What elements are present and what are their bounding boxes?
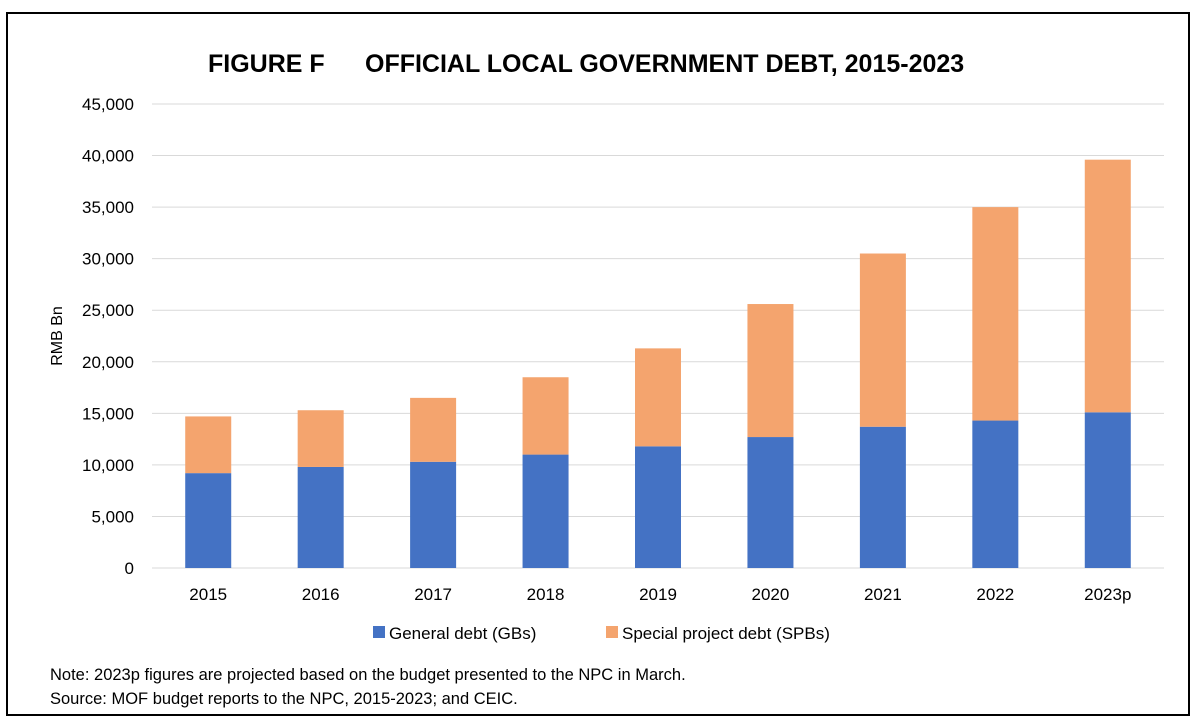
bar-special-project-debt xyxy=(635,348,681,447)
bar-general-debt xyxy=(410,461,457,568)
bar-special-project-debt xyxy=(410,397,457,462)
x-tick-label: 2015 xyxy=(189,585,227,604)
x-tick-label: 2021 xyxy=(864,585,902,604)
x-tick-label: 2020 xyxy=(752,585,790,604)
bar-general-debt xyxy=(747,437,794,568)
bar-special-project-debt xyxy=(185,416,232,474)
x-tick-label: 2017 xyxy=(414,585,452,604)
y-tick-label: 40,000 xyxy=(82,147,134,166)
y-tick-label: 45,000 xyxy=(82,95,134,114)
y-tick-label: 5,000 xyxy=(91,507,134,526)
bar-special-project-debt xyxy=(1084,159,1131,413)
bar-special-project-debt xyxy=(297,410,344,467)
bars xyxy=(185,159,1131,568)
legend: General debt (GBs) Special project debt … xyxy=(373,624,830,643)
x-tick-label: 2023p xyxy=(1084,585,1131,604)
y-tick-label: 15,000 xyxy=(82,404,134,423)
bar-general-debt xyxy=(297,466,344,568)
bar-general-debt xyxy=(635,446,681,568)
x-tick-label: 2016 xyxy=(302,585,340,604)
bar-special-project-debt xyxy=(859,253,906,427)
bar-general-debt xyxy=(859,426,906,568)
note-text: Note: 2023p figures are projected based … xyxy=(50,666,686,684)
legend-label-special: Special project debt (SPBs) xyxy=(622,624,830,643)
legend-label-general: General debt (GBs) xyxy=(389,624,536,643)
y-tick-label: 25,000 xyxy=(82,301,134,320)
y-tick-label: 30,000 xyxy=(82,250,134,269)
x-tick-labels: 2015 2016 2017 2018 2019 2020 2021 2022 2023p xyxy=(189,585,1131,604)
bar-general-debt xyxy=(185,473,232,568)
legend-swatch-general xyxy=(373,626,385,638)
y-tick-label: 20,000 xyxy=(82,353,134,372)
y-tick-labels: 0 5,000 10,000 15,000 20,000 25,000 30,000 35,0… xyxy=(82,95,134,578)
bar-general-debt xyxy=(972,420,1019,568)
chart-title-prefix: FIGURE F xyxy=(208,50,325,78)
bar-general-debt xyxy=(1084,412,1131,568)
y-tick-label: 35,000 xyxy=(82,198,134,217)
chart-title: OFFICIAL LOCAL GOVERNMENT DEBT, 2015-202… xyxy=(365,50,964,78)
source-text: Source: MOF budget reports to the NPC, 2… xyxy=(50,690,518,708)
bar-general-debt xyxy=(522,454,569,568)
y-tick-label: 0 xyxy=(125,559,134,578)
legend-swatch-special xyxy=(606,626,618,638)
y-axis-label: RMB Bn xyxy=(49,306,66,366)
y-tick-label: 10,000 xyxy=(82,456,134,475)
x-tick-label: 2018 xyxy=(527,585,565,604)
bar-special-project-debt xyxy=(522,377,569,455)
x-tick-label: 2022 xyxy=(976,585,1014,604)
bar-special-project-debt xyxy=(747,304,794,438)
x-tick-label: 2019 xyxy=(639,585,677,604)
bar-special-project-debt xyxy=(972,207,1019,421)
